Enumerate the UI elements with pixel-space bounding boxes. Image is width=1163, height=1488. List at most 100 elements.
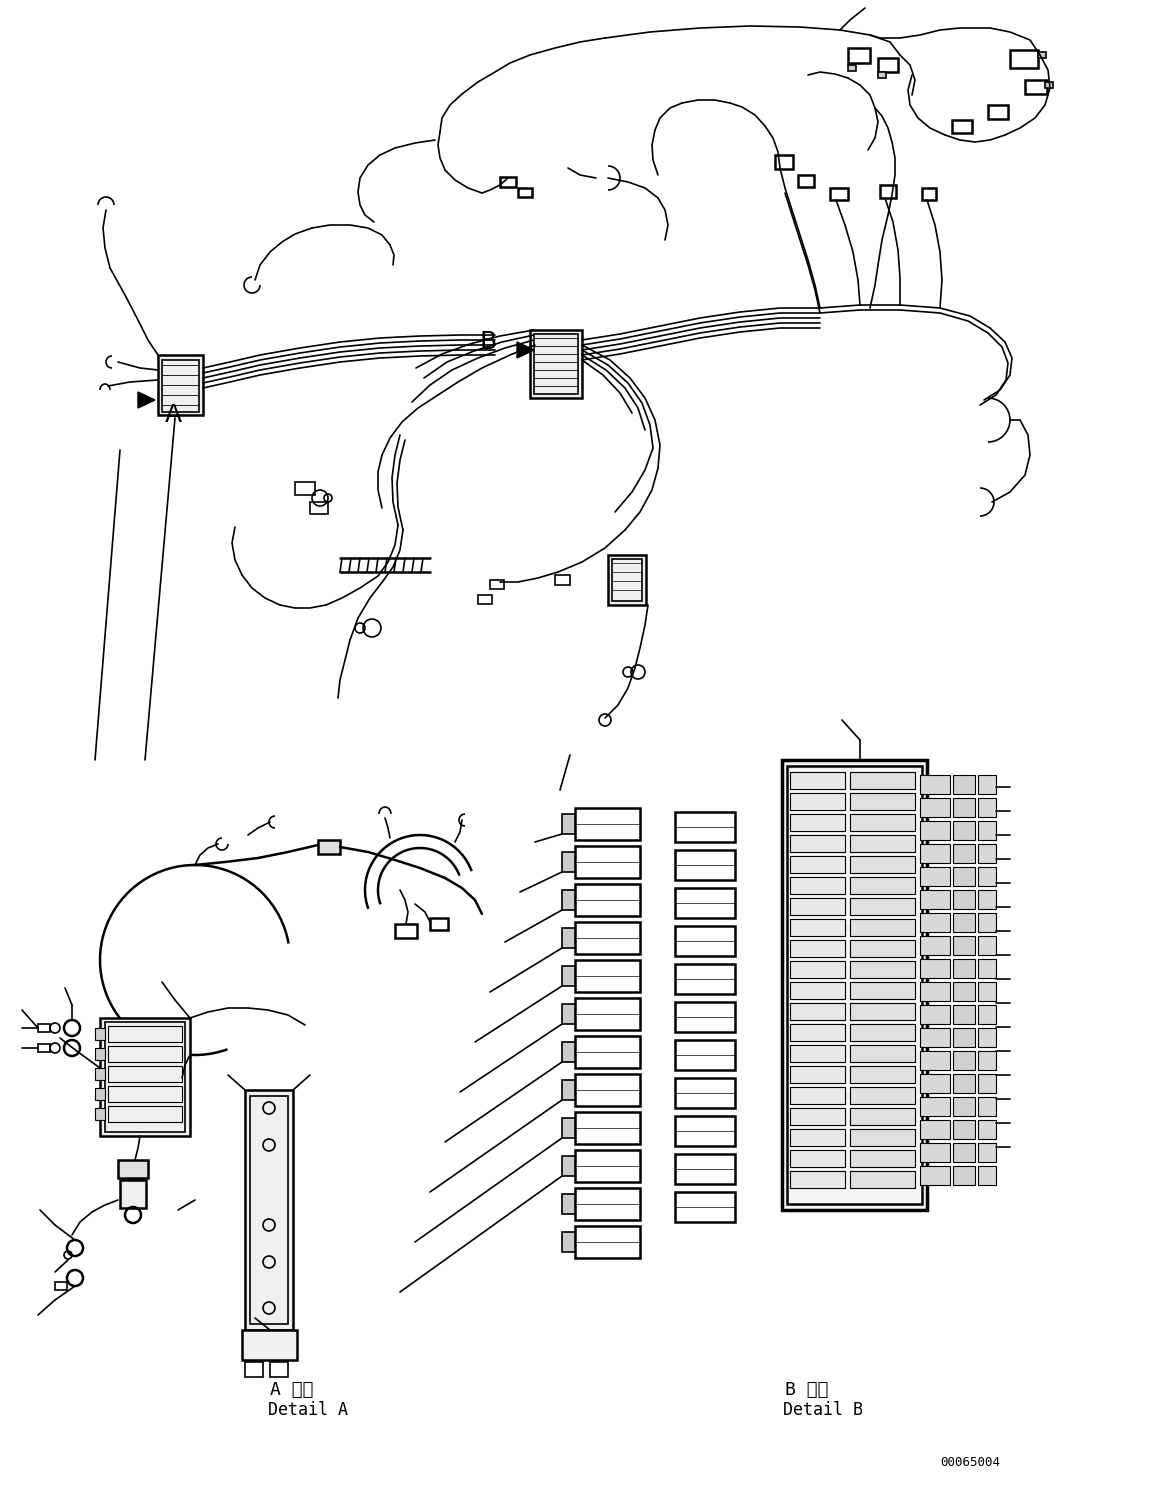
Bar [675,1040,735,1070]
Bar [575,1112,640,1144]
Bar [850,1150,915,1167]
Bar [790,920,846,936]
Bar [575,1187,640,1220]
Bar [95,1048,105,1059]
Bar [790,1109,846,1125]
Bar [952,775,975,795]
Bar [952,1051,975,1070]
Bar [920,821,950,841]
Bar [675,1001,735,1033]
Bar [850,876,915,894]
Bar [245,1091,293,1330]
Bar [562,929,575,948]
Bar [562,1080,575,1100]
Bar [108,1065,181,1082]
Bar [850,961,915,978]
Bar [675,1077,735,1109]
Bar [562,1232,575,1251]
Bar [317,841,340,854]
Bar [270,1362,288,1376]
Bar [117,1161,148,1178]
Bar [562,1156,575,1176]
Bar [790,1150,846,1167]
Bar [848,65,856,71]
Bar [920,1097,950,1116]
Bar [850,1065,915,1083]
Bar [95,1068,105,1080]
Bar [108,1106,181,1122]
Bar [920,868,950,885]
Bar [850,897,915,915]
Bar [108,1027,181,1042]
Bar [105,1022,185,1132]
Bar [978,775,996,795]
Bar [562,1117,575,1138]
Bar [562,890,575,911]
Bar [555,574,570,585]
Bar [920,982,950,1001]
Bar [675,888,735,918]
Bar [850,1003,915,1019]
Bar [675,1116,735,1146]
Bar [922,187,936,199]
Text: B 詳細: B 詳細 [785,1381,828,1399]
Bar [612,559,642,601]
Bar [978,1074,996,1094]
Bar [675,850,735,879]
Bar [790,1003,846,1019]
Bar [675,964,735,994]
Bar [530,330,582,397]
Bar [952,1074,975,1094]
Bar [1025,80,1047,94]
Bar [798,176,814,187]
Bar [920,1028,950,1048]
Bar [920,890,950,909]
Bar [55,1283,67,1290]
Bar [562,1004,575,1024]
Bar [790,1171,846,1187]
Bar [311,501,328,513]
Bar [830,187,848,199]
Bar [1039,52,1046,58]
Bar [978,958,996,978]
Bar [790,982,846,998]
Polygon shape [518,342,534,359]
Bar [920,1004,950,1024]
Bar [952,958,975,978]
Bar [978,936,996,955]
Bar [952,1167,975,1184]
Bar [952,936,975,955]
Bar [38,1024,50,1033]
Bar [675,1155,735,1184]
Bar [790,1024,846,1042]
Bar [575,998,640,1030]
Bar [920,1120,950,1138]
Text: B: B [480,330,498,354]
Bar [562,814,575,833]
Bar [952,890,975,909]
Bar [952,1004,975,1024]
Bar [395,924,418,937]
Bar [790,940,846,957]
Bar [575,884,640,917]
Bar [978,1120,996,1138]
Bar [1009,51,1039,68]
Bar [787,766,922,1204]
Bar [430,918,448,930]
Bar [920,914,950,931]
Bar [562,1042,575,1062]
Bar [952,798,975,817]
Bar [850,940,915,957]
Bar [850,1129,915,1146]
Bar [162,360,199,412]
Bar [575,1226,640,1257]
Bar [978,982,996,1001]
Bar [575,1036,640,1068]
Text: Detail A: Detail A [267,1402,348,1420]
Bar [108,1046,181,1062]
Bar [790,1088,846,1104]
Bar [952,1097,975,1116]
Bar [920,1074,950,1094]
Bar [250,1097,288,1324]
Bar [989,106,1008,119]
